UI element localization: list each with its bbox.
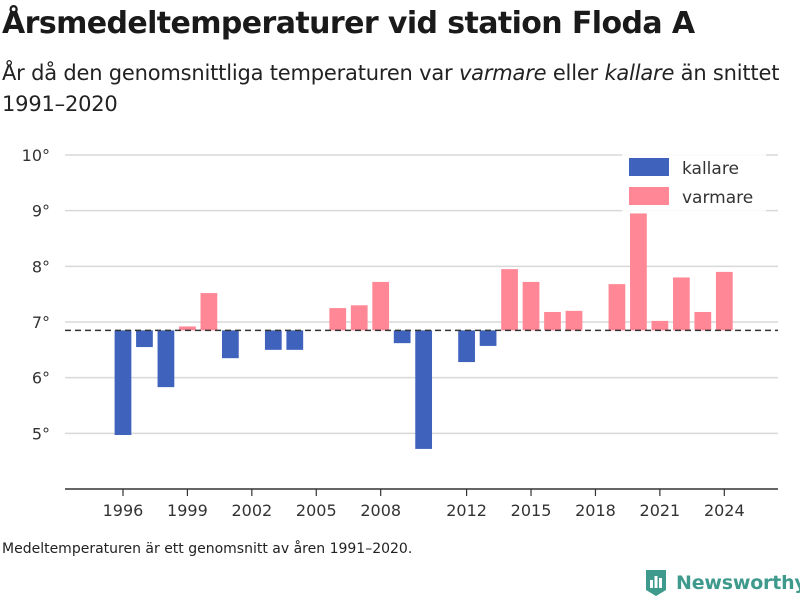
bar-varmare <box>651 320 669 331</box>
bar-varmare <box>179 326 196 331</box>
y-tick-label: 6° <box>32 369 50 388</box>
bar-varmare <box>715 271 733 331</box>
legend-swatch-varmare <box>629 187 669 205</box>
bar-varmare <box>522 281 540 331</box>
bar-kallare <box>458 330 475 363</box>
subtitle-emphasis-warmer: varmare <box>458 61 547 85</box>
bar-varmare <box>501 269 518 331</box>
subtitle-text-3: än snittet 1991–2020 <box>2 61 780 116</box>
bar-varmare <box>694 311 712 331</box>
legend: kallare varmare <box>622 154 766 212</box>
brand-logo: Newsworthy <box>644 567 800 599</box>
bar-varmare <box>350 305 368 331</box>
x-tick-label: 2002 <box>231 501 272 520</box>
bar-kallare <box>221 330 239 359</box>
subtitle-text-2: eller <box>546 61 605 85</box>
footnote: Medeltemperaturen är ett genomsnitt av å… <box>2 541 413 557</box>
bar-varmare <box>372 281 390 331</box>
chart-subtitle: År då den genomsnittliga temperaturen va… <box>2 58 792 120</box>
y-tick-label: 9° <box>32 202 50 221</box>
legend-swatch-kallare <box>629 158 669 176</box>
bar-varmare <box>608 284 626 331</box>
bar-kallare <box>136 330 153 348</box>
bar-varmare <box>672 277 690 331</box>
bar-varmare <box>200 293 218 331</box>
y-tick-label: 8° <box>32 257 50 276</box>
x-tick-label: 2021 <box>640 501 681 520</box>
bar-kallare <box>415 330 433 449</box>
bar-kallare <box>157 330 175 388</box>
legend-label-kallare: kallare <box>682 159 739 179</box>
x-tick-label: 2024 <box>704 501 745 520</box>
x-tick-label: 2018 <box>575 501 616 520</box>
bar-varmare <box>329 308 347 331</box>
legend-label-varmare: varmare <box>682 188 753 208</box>
brand-name: Newsworthy <box>676 572 800 594</box>
subtitle-text-1: År då den genomsnittliga temperaturen va… <box>2 61 459 85</box>
bar-varmare <box>544 311 561 331</box>
bar-kallare <box>286 330 304 350</box>
bar-varmare <box>565 310 583 331</box>
bar-kallare <box>393 330 411 344</box>
bar-kallare <box>264 330 282 350</box>
bars <box>114 213 733 449</box>
chart-title: Årsmedeltemperaturer vid station Floda A <box>2 6 695 41</box>
newsworthy-logo-icon <box>646 570 666 596</box>
y-axis-tick-labels: 5° 6° 7° 8° 9° 10° <box>22 146 50 443</box>
x-axis-ticks: 1996 1999 2002 2005 2008 2012 2015 2018 2021 2024 <box>103 489 745 520</box>
subtitle-emphasis-colder: kallare <box>604 61 675 85</box>
y-tick-label: 7° <box>32 313 50 332</box>
bar-varmare <box>630 213 647 331</box>
y-tick-label: 5° <box>32 424 50 443</box>
y-tick-label: 10° <box>22 146 50 165</box>
x-tick-label: 2005 <box>296 501 337 520</box>
x-tick-label: 1999 <box>167 501 208 520</box>
x-tick-label: 2015 <box>511 501 552 520</box>
bar-kallare <box>114 330 132 436</box>
x-tick-label: 2012 <box>446 501 487 520</box>
x-tick-label: 1996 <box>103 501 144 520</box>
x-tick-label: 2008 <box>360 501 401 520</box>
bar-kallare <box>479 330 497 346</box>
